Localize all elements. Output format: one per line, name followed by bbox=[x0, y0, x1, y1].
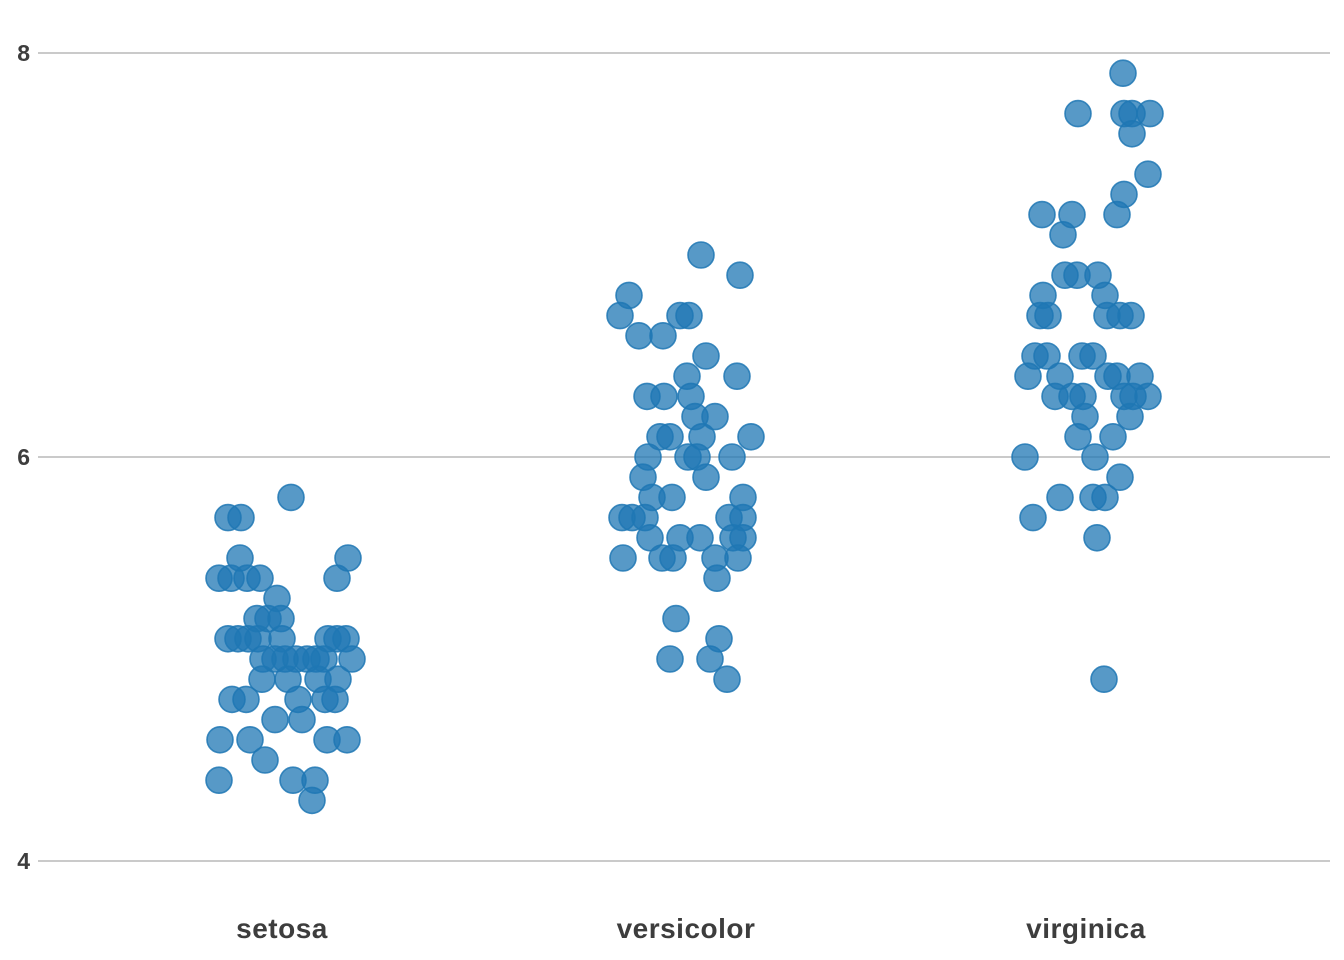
data-point bbox=[687, 241, 715, 269]
data-point bbox=[636, 523, 664, 552]
data-point bbox=[206, 725, 234, 754]
data-point bbox=[1033, 342, 1061, 370]
y-tick-label-8: 8 bbox=[17, 40, 30, 66]
data-point bbox=[656, 645, 684, 673]
data-point bbox=[1106, 463, 1134, 492]
data-point bbox=[236, 725, 264, 754]
data-point bbox=[1064, 422, 1092, 451]
data-point bbox=[1103, 200, 1131, 229]
data-point bbox=[1091, 483, 1119, 512]
data-point bbox=[718, 443, 746, 471]
data-point bbox=[288, 705, 316, 734]
data-point bbox=[675, 301, 703, 330]
data-point bbox=[686, 523, 714, 552]
data-point bbox=[658, 483, 686, 512]
data-point bbox=[1081, 443, 1109, 471]
data-point bbox=[696, 645, 724, 673]
y-tick-label-4: 4 bbox=[17, 848, 30, 874]
data-point bbox=[1046, 483, 1074, 512]
data-point bbox=[1117, 301, 1145, 330]
data-point bbox=[726, 261, 754, 290]
data-point bbox=[1034, 301, 1062, 330]
data-point bbox=[625, 321, 653, 350]
data-point bbox=[606, 301, 634, 330]
data-point bbox=[723, 362, 751, 391]
data-point bbox=[1109, 59, 1137, 87]
data-point bbox=[1118, 120, 1146, 148]
data-point bbox=[713, 665, 741, 694]
data-point bbox=[1134, 382, 1162, 411]
data-point bbox=[692, 463, 720, 492]
data-point bbox=[1134, 160, 1162, 188]
data-point bbox=[737, 422, 765, 451]
data-point bbox=[298, 786, 326, 815]
data-point bbox=[701, 402, 729, 431]
data-point bbox=[1099, 422, 1127, 451]
data-point bbox=[1014, 362, 1042, 391]
data-point bbox=[321, 685, 349, 714]
data-point bbox=[1049, 221, 1077, 249]
data-point bbox=[261, 705, 289, 734]
data-point bbox=[205, 766, 233, 795]
data-point bbox=[1116, 402, 1144, 431]
y-tick-label-6: 6 bbox=[17, 444, 30, 470]
data-point bbox=[232, 685, 260, 714]
x-category-label-versicolor: versicolor bbox=[616, 913, 756, 944]
data-point bbox=[338, 645, 366, 673]
data-point bbox=[251, 746, 279, 774]
data-point bbox=[1079, 342, 1107, 370]
data-point bbox=[323, 564, 351, 593]
data-point bbox=[656, 422, 684, 451]
data-point bbox=[1083, 523, 1111, 552]
data-point bbox=[1136, 99, 1164, 128]
data-point bbox=[1028, 200, 1056, 229]
data-point bbox=[662, 604, 690, 633]
data-point bbox=[650, 382, 678, 411]
data-point bbox=[649, 321, 677, 350]
data-point bbox=[277, 483, 305, 512]
x-category-label-virginica: virginica bbox=[1026, 913, 1146, 944]
data-point bbox=[609, 544, 637, 572]
data-point bbox=[227, 503, 255, 532]
data-point bbox=[1090, 665, 1118, 694]
data-point bbox=[246, 564, 274, 593]
data-point bbox=[703, 564, 731, 593]
data-points bbox=[205, 59, 1164, 815]
data-point bbox=[333, 725, 361, 754]
data-point bbox=[692, 342, 720, 370]
data-point bbox=[1019, 503, 1047, 532]
data-point bbox=[1011, 443, 1039, 471]
x-category-label-setosa: setosa bbox=[236, 913, 328, 944]
data-point bbox=[1064, 99, 1092, 128]
data-point bbox=[724, 544, 752, 572]
data-point bbox=[659, 544, 687, 572]
